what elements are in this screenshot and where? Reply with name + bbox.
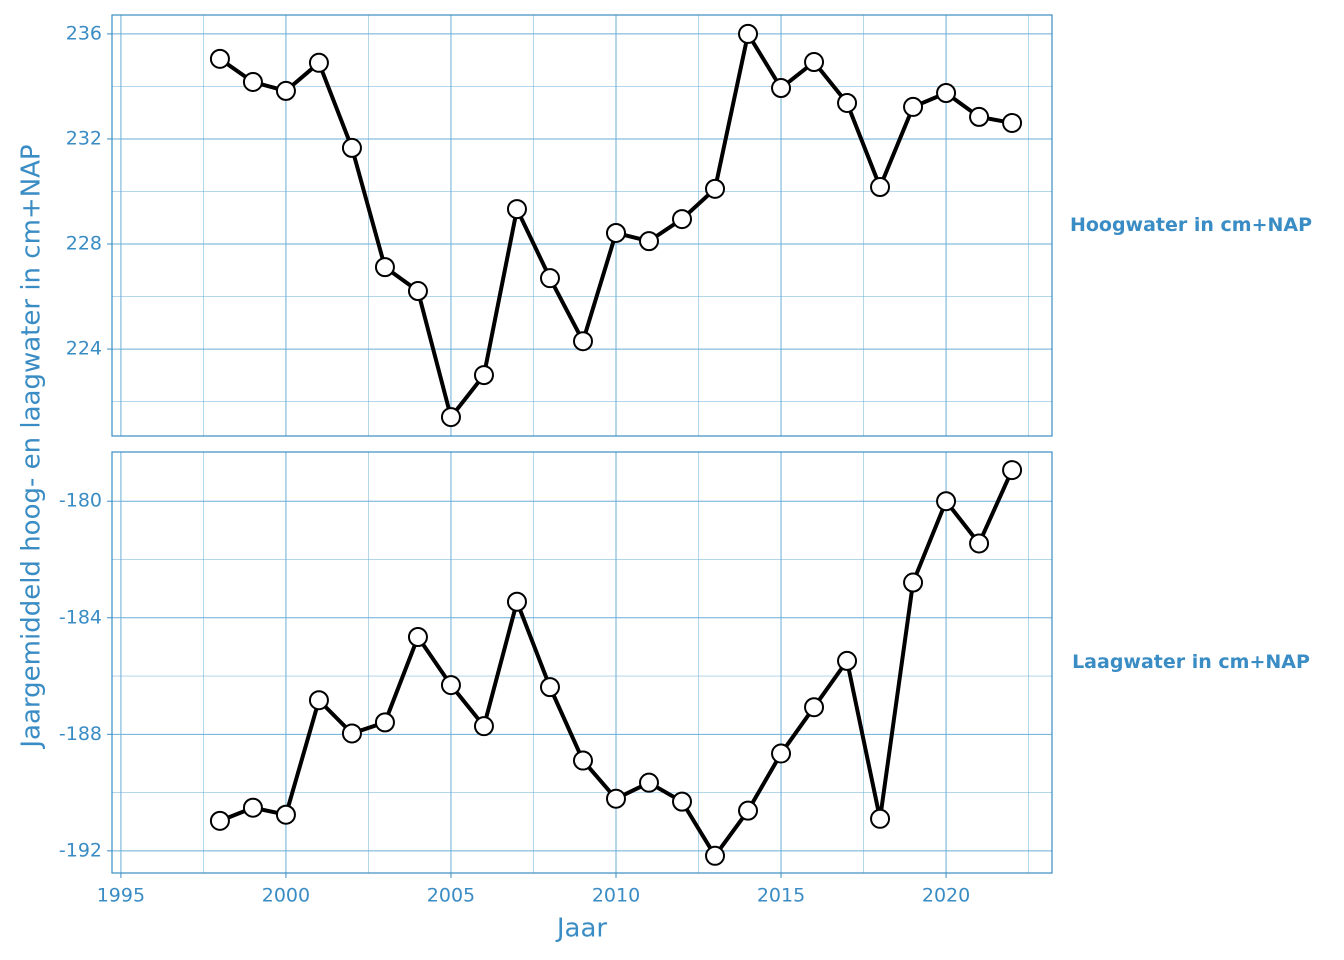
y-tick-label: -192 (59, 839, 102, 861)
y-tick-label: -184 (59, 606, 102, 628)
data-point (936, 83, 957, 104)
data-point (374, 712, 395, 733)
data-point (539, 268, 560, 289)
strip-label: Hoogwater in cm+NAP (1070, 214, 1312, 236)
data-point (705, 178, 726, 199)
y-tick-label: -188 (59, 723, 102, 745)
data-point (738, 23, 759, 44)
data-point (308, 690, 329, 711)
x-tick-label: 1995 (97, 885, 145, 907)
data-point (870, 808, 891, 829)
data-point (605, 222, 626, 243)
data-point (209, 48, 230, 69)
data-point (242, 71, 263, 92)
data-point (506, 591, 527, 612)
data-point (308, 52, 329, 73)
data-point (374, 257, 395, 278)
data-point (473, 365, 494, 386)
data-point (672, 209, 693, 230)
data-point (804, 52, 825, 73)
data-point (572, 750, 593, 771)
data-point (771, 743, 792, 764)
data-point (407, 627, 428, 648)
data-point (837, 650, 858, 671)
data-point (473, 716, 494, 737)
data-point (771, 78, 792, 99)
data-point (209, 810, 230, 831)
y-tick-label: 224 (66, 338, 102, 360)
x-tick-label: 2015 (757, 885, 805, 907)
data-point (639, 231, 660, 252)
panel-border (111, 14, 1053, 437)
strip-label: Laagwater in cm+NAP (1072, 651, 1310, 673)
y-tick-label: 232 (66, 127, 102, 149)
data-point (969, 106, 990, 127)
x-axis-title: Jaar (555, 914, 608, 944)
data-point (440, 407, 461, 428)
data-point (705, 845, 726, 866)
panel-border (111, 451, 1053, 874)
data-point (242, 797, 263, 818)
x-tick-label: 2010 (592, 885, 640, 907)
y-axis-title: Jaargemiddeld hoog- en laagwater in cm+N… (17, 144, 47, 749)
data-point (341, 137, 362, 158)
data-point (341, 723, 362, 744)
data-point (738, 800, 759, 821)
data-point (275, 80, 296, 101)
data-point (804, 697, 825, 718)
x-tick-label: 2020 (922, 885, 970, 907)
data-point (440, 675, 461, 696)
data-point (672, 791, 693, 812)
data-point (969, 533, 990, 554)
data-point (837, 92, 858, 113)
data-point (903, 572, 924, 593)
data-point (639, 772, 660, 793)
y-tick-label: -180 (59, 490, 102, 512)
data-point (903, 96, 924, 117)
data-point (539, 677, 560, 698)
data-point (1002, 112, 1023, 133)
data-point (936, 491, 957, 512)
data-point (407, 281, 428, 302)
data-point (870, 177, 891, 198)
y-tick-label: 228 (66, 233, 102, 255)
data-point (506, 199, 527, 220)
x-tick-label: 2000 (262, 885, 310, 907)
x-tick-label: 2005 (427, 885, 475, 907)
data-point (605, 788, 626, 809)
data-point (1002, 460, 1023, 481)
data-point (275, 804, 296, 825)
y-tick-label: 236 (66, 22, 102, 44)
data-point (572, 331, 593, 352)
